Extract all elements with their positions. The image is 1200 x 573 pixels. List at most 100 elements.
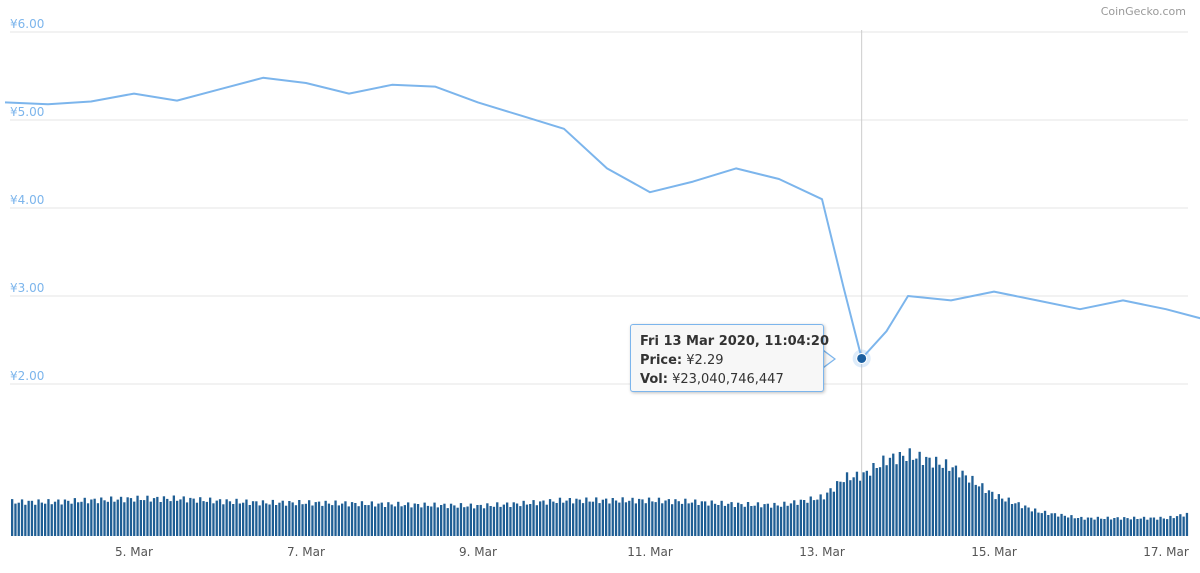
grid-layer — [10, 31, 1188, 385]
volume-bar — [446, 508, 449, 536]
volume-bar — [806, 502, 809, 536]
volume-bar — [443, 503, 446, 536]
price-point — [4, 101, 6, 103]
volume-bar — [1126, 518, 1129, 536]
volume-bar — [225, 499, 228, 536]
volume-bar — [357, 506, 360, 536]
volume-bar — [522, 500, 525, 536]
volume-bar — [374, 506, 377, 536]
x-tick-label: 15. Mar — [971, 545, 1017, 559]
volume-bar — [298, 500, 301, 536]
volume-bar — [1169, 515, 1172, 536]
volume-bar — [525, 504, 529, 536]
price-point — [821, 198, 823, 200]
volume-bar — [1004, 501, 1007, 536]
volume-bar — [202, 501, 205, 536]
volume-bar — [416, 504, 420, 536]
x-tick-label: 9. Mar — [459, 545, 497, 559]
volume-bar — [664, 500, 667, 536]
volume-bar — [753, 505, 756, 536]
volume-bar — [591, 501, 595, 536]
volume-bar — [766, 503, 769, 536]
volume-bar — [255, 501, 258, 536]
volume-bar — [1034, 508, 1037, 536]
volume-bar — [565, 500, 568, 536]
volume-bar — [129, 498, 133, 536]
volume-bar — [720, 500, 723, 536]
volume-bar — [248, 505, 251, 536]
volume-bar — [502, 504, 505, 536]
volume-bar — [578, 499, 581, 536]
volume-bar — [215, 500, 218, 536]
volume-bar — [654, 502, 657, 536]
volume-bar — [1106, 516, 1109, 536]
volume-bar — [228, 501, 232, 536]
volume-bar — [1020, 508, 1024, 536]
volume-bar — [77, 502, 80, 536]
volume-bar — [1093, 519, 1096, 536]
volume-bar — [1162, 518, 1165, 536]
volume-bar — [1043, 510, 1047, 536]
price-point — [778, 178, 780, 180]
volume-bar — [961, 470, 964, 536]
volume-bar — [641, 499, 644, 536]
volume-bar — [136, 495, 139, 536]
volume-bar — [905, 461, 908, 536]
volume-bar — [57, 499, 60, 536]
volume-bar — [308, 500, 311, 536]
volume-bar — [667, 499, 670, 536]
volume-bar — [776, 505, 779, 536]
volume-bar — [294, 505, 298, 536]
volume-bar — [265, 503, 268, 536]
volume-bar — [1100, 518, 1103, 536]
price-point — [520, 114, 522, 116]
volume-bar — [611, 498, 614, 536]
price-point — [90, 100, 92, 102]
volume-bar — [70, 503, 73, 536]
volume-bar — [585, 497, 588, 536]
credit-label[interactable]: CoinGecko.com — [1101, 5, 1186, 18]
volume-bar — [634, 503, 637, 536]
price-point — [219, 88, 221, 90]
price-point — [1165, 308, 1167, 310]
volume-bar — [238, 503, 241, 536]
volume-bar — [826, 492, 829, 536]
tooltip-price-value: ¥2.29 — [686, 353, 724, 368]
volume-bar — [413, 503, 416, 536]
volume-bar — [1001, 498, 1004, 536]
volume-bar — [888, 457, 892, 536]
volume-bar — [750, 506, 753, 536]
volume-bar — [869, 475, 872, 536]
volume-bar — [1119, 519, 1123, 536]
volume-bar — [278, 502, 281, 536]
volume-bar — [1129, 519, 1132, 536]
price-point — [176, 99, 178, 101]
volume-bar — [232, 504, 235, 536]
volume-bar — [106, 501, 109, 536]
volume-bar — [222, 504, 225, 536]
volume-bar — [466, 506, 469, 536]
volume-bar — [674, 499, 677, 536]
volume-bar — [176, 500, 179, 536]
volume-bar — [1073, 518, 1076, 536]
volume-bar — [479, 504, 482, 536]
volume-bar — [535, 505, 538, 536]
volume-bar — [156, 496, 159, 536]
volume-bar — [387, 502, 390, 536]
volume-bar — [90, 499, 93, 536]
volume-bar — [423, 502, 426, 536]
volume-bars — [11, 448, 1189, 536]
volume-bar — [453, 505, 456, 536]
volume-bar — [987, 490, 991, 536]
volume-bar — [677, 501, 680, 536]
volume-bar — [779, 506, 783, 536]
volume-bar — [911, 459, 915, 536]
volume-bar — [539, 501, 542, 536]
volume-bar — [601, 499, 604, 536]
volume-bar — [921, 465, 925, 536]
volume-bar — [1040, 513, 1043, 536]
volume-bar — [463, 507, 466, 536]
volume-bar — [314, 502, 317, 536]
volume-bar — [492, 506, 496, 536]
